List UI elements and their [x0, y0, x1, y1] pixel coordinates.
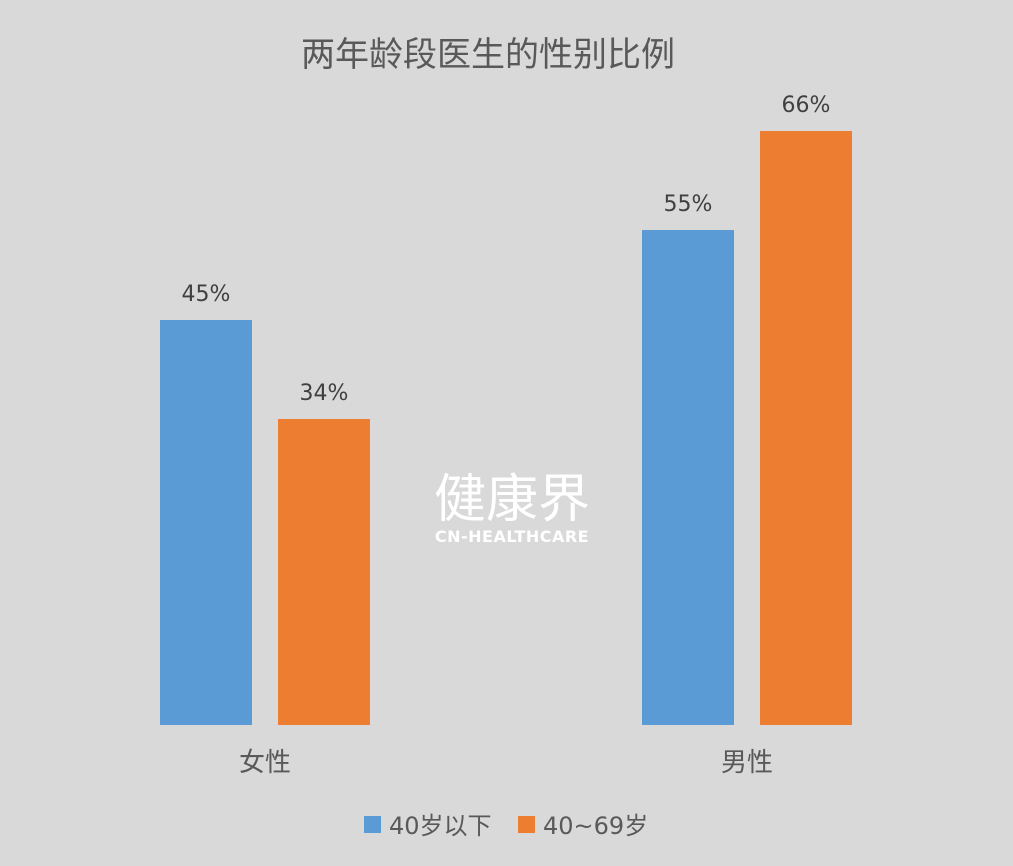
legend-swatch — [518, 816, 535, 833]
data-label: 45% — [182, 282, 231, 307]
data-label: 34% — [300, 381, 349, 406]
watermark-text-cn: 健康界 — [434, 470, 590, 530]
bar-40to69-0 — [278, 419, 370, 725]
watermark-logo: 健康界 CN-HEALTHCARE — [434, 470, 590, 546]
data-labels-group: 45% 34% 55% 66% — [182, 93, 831, 406]
legend-label: 40岁以下 — [389, 812, 492, 840]
bar-under40-0 — [160, 320, 252, 725]
bar-40to69-1 — [760, 131, 852, 725]
legend-label: 40~69岁 — [543, 812, 648, 840]
data-label: 66% — [782, 93, 831, 118]
category-label: 男性 — [721, 748, 773, 778]
data-label: 55% — [664, 192, 713, 217]
legend: 40岁以下 40~69岁 — [364, 812, 648, 840]
bars-group — [160, 131, 852, 725]
chart-title: 两年龄段医生的性别比例 — [301, 35, 675, 75]
legend-swatch — [364, 816, 381, 833]
category-labels-group: 女性 男性 — [239, 748, 773, 778]
category-label: 女性 — [239, 748, 291, 778]
bar-under40-1 — [642, 230, 734, 725]
watermark-text-en: CN-HEALTHCARE — [435, 527, 589, 546]
